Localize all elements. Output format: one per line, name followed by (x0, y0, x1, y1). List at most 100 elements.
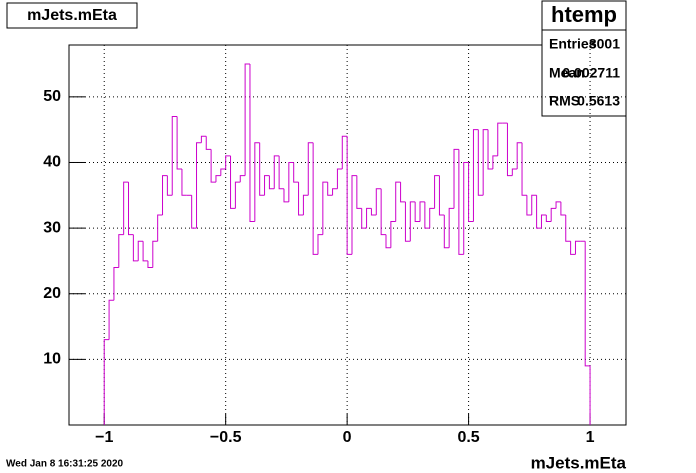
x-tick-label: 0 (343, 429, 352, 446)
title-box (6, 2, 138, 29)
y-tick-label: 30 (43, 219, 61, 236)
y-tick-label: 20 (43, 285, 61, 302)
histogram-bin (113, 266, 119, 301)
histogram-bin (565, 214, 571, 242)
histogram-bin (492, 155, 498, 170)
histogram-bin (346, 136, 352, 255)
histogram-bin (477, 129, 484, 196)
histogram-bin (200, 135, 207, 143)
stats-label: Mean (549, 65, 585, 81)
histogram-bin (438, 175, 445, 216)
histogram-bin (157, 214, 163, 242)
histogram-bin (443, 214, 450, 249)
histogram-bin (487, 129, 493, 170)
histogram-bin (307, 142, 314, 196)
stats-frame (541, 0, 627, 117)
histogram-bin (166, 175, 173, 196)
histogram-bin (288, 161, 294, 202)
histogram-bin (536, 195, 542, 229)
histogram-bin (254, 142, 260, 222)
histogram-bin (341, 135, 348, 170)
y-tick-label: 50 (43, 88, 61, 105)
histogram-bin (302, 194, 309, 215)
x-tick-label: −0.5 (210, 429, 242, 446)
histogram-bin (322, 181, 328, 235)
histogram-bin (497, 122, 503, 156)
histogram-bin (293, 162, 299, 183)
histogram-bin (506, 123, 513, 177)
stats-value: 3001 (589, 36, 620, 52)
histogram-bin (540, 214, 547, 229)
stats-label: Entries (549, 36, 597, 52)
histogram-bin (366, 207, 372, 229)
histogram-bin (380, 188, 387, 236)
histogram-bin (404, 201, 411, 242)
histogram-bin (332, 188, 338, 196)
histogram-bin (176, 116, 182, 170)
histogram-bin (574, 240, 581, 255)
histogram-bin (108, 299, 114, 340)
histogram-bin (356, 175, 362, 209)
x-tick-label: 0.5 (457, 429, 479, 446)
histogram-bin (123, 181, 129, 235)
histogram-bin (385, 234, 391, 249)
histogram-bin (511, 168, 518, 176)
histogram-bin (327, 182, 333, 196)
stats-box: htemp Entries 3001 Mean 0.002711 RMS 0.5… (541, 0, 627, 117)
histogram-bin (298, 182, 304, 216)
histogram-bin (259, 142, 265, 196)
histogram-bin (390, 221, 396, 248)
histogram-bin (453, 148, 459, 209)
histogram-bin (215, 175, 221, 183)
histogram-bin (463, 161, 469, 255)
histogram-bin (550, 207, 557, 222)
histogram-bin (220, 168, 226, 176)
histogram-bin (210, 149, 216, 183)
histogram-bin (191, 195, 197, 229)
histogram-bin (429, 207, 435, 229)
y-tick-label: 40 (43, 154, 61, 171)
histogram-bin (584, 241, 591, 425)
histogram-bin (283, 188, 289, 203)
histogram-bin (118, 234, 124, 268)
footer-date: Wed Jan 8 16:31:25 2020 (6, 459, 124, 470)
histogram-bin (448, 207, 455, 248)
histogram-bin (370, 208, 377, 216)
histogram-bin (560, 201, 566, 216)
histogram-bin (419, 201, 425, 222)
stats-title: htemp (551, 2, 617, 27)
histogram-bin (225, 155, 231, 170)
histogram-bin (171, 116, 178, 196)
histogram-bin (132, 234, 139, 262)
histogram-bin (482, 129, 489, 196)
stats-value: 0.5613 (577, 93, 620, 109)
stats-value: 0.002711 (562, 65, 620, 81)
histogram-bin (181, 169, 187, 196)
histogram-bin (128, 182, 134, 236)
histogram-bin (545, 214, 552, 223)
histogram-bin (472, 129, 479, 222)
histogram-bin (244, 63, 250, 176)
histogram-bin (468, 162, 474, 223)
stats-label: RMS (549, 93, 580, 109)
y-tick-label: 10 (43, 351, 61, 368)
histogram-bin (434, 175, 440, 209)
chart-title: mJets.mEta (27, 7, 117, 24)
histogram-bin (521, 142, 527, 196)
histogram-bin (152, 240, 158, 268)
histogram-bin (555, 201, 561, 209)
histogram-bin (147, 260, 153, 268)
x-tick-label: −1 (95, 429, 113, 446)
histogram-bin (278, 155, 284, 190)
histogram-bin (458, 149, 464, 255)
histogram-bin (375, 188, 382, 215)
histogram-bin (249, 64, 255, 223)
histogram-bin (162, 175, 168, 215)
histogram-bin (351, 175, 357, 255)
x-axis-label: mJets.mEta (531, 453, 627, 472)
histogram-bin (414, 201, 421, 223)
histogram-bin (268, 175, 275, 190)
histogram-bin (516, 142, 523, 170)
histogram-bin (336, 168, 343, 189)
